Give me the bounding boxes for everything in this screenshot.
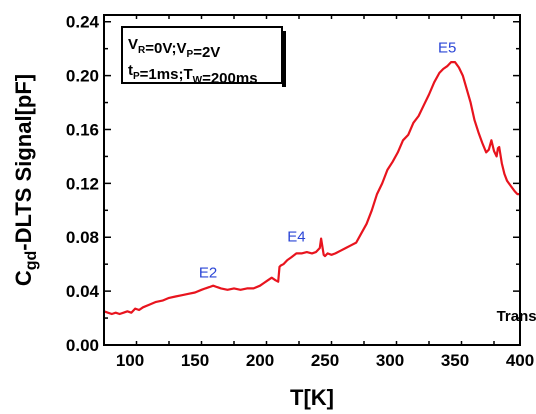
y-axis-title: Cgd-DLTS Signal[pF] <box>11 74 40 286</box>
legend-text-run: t <box>128 62 133 79</box>
x-axis-title: T[K] <box>290 385 334 410</box>
y-axis-title-main: C <box>11 270 36 286</box>
peak-label-e5: E5 <box>438 40 456 57</box>
tick-labels: 100 150 200 250 300 350 400 0.00 0.04 0.08 0.12 0.1… <box>66 13 534 370</box>
plot-frame <box>103 14 521 346</box>
x-tick-label: 100 <box>116 351 144 370</box>
y-tick-label: 0.24 <box>66 13 100 32</box>
x-tick-label: 250 <box>311 351 339 370</box>
legend-shadow <box>282 31 286 87</box>
legend-text-run: =200ms <box>202 70 257 87</box>
peak-labels: E2 E4 E5 <box>199 40 457 282</box>
legend-text-run: =1ms;T <box>140 66 193 83</box>
x-tick-label: 300 <box>376 351 404 370</box>
legend-subscript: R <box>138 45 146 56</box>
x-tick-label: 200 <box>246 351 274 370</box>
x-tick-label: 150 <box>181 351 209 370</box>
legend-text-run: =0V;V <box>145 40 186 57</box>
legend-box: VR=0V;VP=2V tP=1ms;TW=200ms <box>121 26 286 87</box>
legend-text-run: =2V <box>193 44 220 61</box>
y-axis-title-rest: -DLTS Signal[pF] <box>11 74 36 251</box>
legend-subscript: P <box>187 49 194 60</box>
signal-series-line <box>103 61 520 316</box>
legend-text-run: V <box>128 36 138 53</box>
y-tick-label: 0.04 <box>66 282 100 301</box>
y-tick-label: 0.00 <box>66 336 99 355</box>
peak-label-e2: E2 <box>199 265 217 282</box>
y-tick-label: 0.20 <box>66 67 99 86</box>
legend-rect <box>121 26 283 84</box>
x-tick-label: 400 <box>506 351 534 370</box>
legend-line-timing: tP=1ms;TW=200ms <box>128 62 258 87</box>
sample-note: Transistor <box>497 308 536 325</box>
legend-subscript: W <box>193 75 203 86</box>
y-tick-label: 0.08 <box>66 228 99 247</box>
y-tick-label: 0.16 <box>66 120 99 139</box>
x-tick-label: 350 <box>441 351 469 370</box>
peak-label-e4: E4 <box>287 228 305 245</box>
y-tick-label: 0.12 <box>66 174 99 193</box>
legend-subscript: P <box>133 71 140 82</box>
y-axis-title-subscript: gd <box>23 251 40 271</box>
legend-line-conditions: VR=0V;VP=2V <box>128 36 220 61</box>
